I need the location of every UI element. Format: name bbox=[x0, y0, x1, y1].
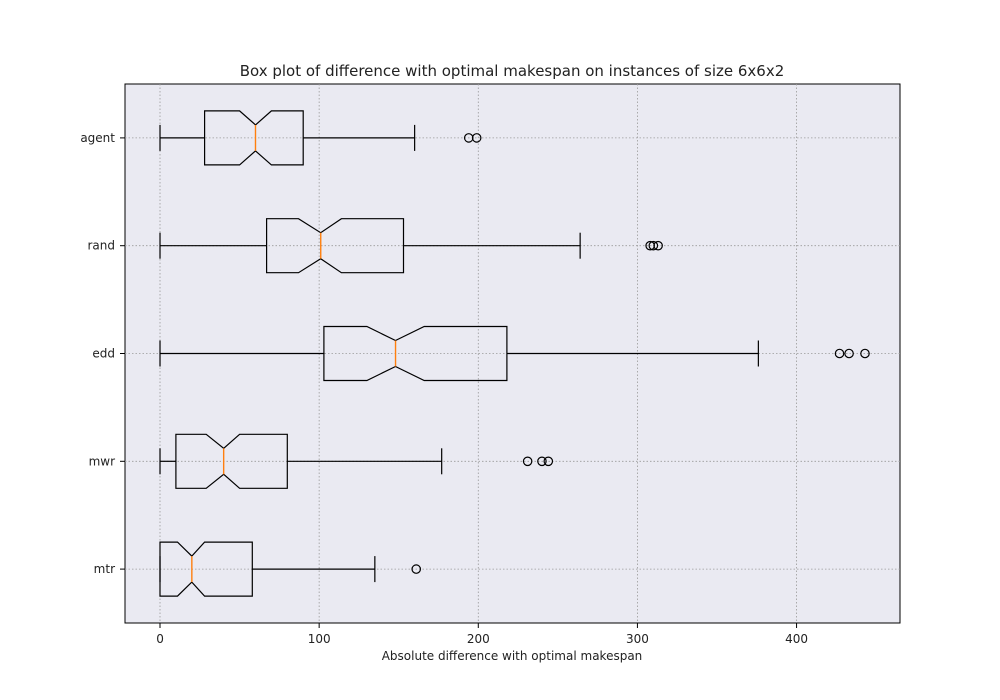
x-tick-label: 200 bbox=[467, 632, 490, 646]
outlier-point bbox=[648, 240, 659, 251]
box-rand bbox=[159, 218, 663, 274]
box-mwr bbox=[159, 433, 554, 489]
outlier-point bbox=[543, 456, 554, 467]
notched-box bbox=[323, 325, 508, 382]
y-tick-label-mtr: mtr bbox=[94, 562, 115, 576]
x-axis-label: Absolute difference with optimal makespa… bbox=[382, 649, 643, 663]
x-tick-label: 300 bbox=[626, 632, 649, 646]
notched-box bbox=[204, 110, 304, 166]
notched-box bbox=[159, 541, 253, 597]
box-mtr bbox=[159, 541, 422, 597]
outlier-point bbox=[471, 133, 482, 143]
box-edd bbox=[159, 325, 870, 382]
y-tick-label-agent: agent bbox=[80, 131, 115, 145]
tick-layer: 0 100 200 300 400 agent rand edd mwr mtr bbox=[80, 131, 808, 646]
outlier-point bbox=[860, 348, 870, 359]
outlier-point bbox=[653, 240, 663, 251]
outlier-point bbox=[844, 348, 854, 359]
y-tick-label-mwr: mwr bbox=[89, 454, 116, 468]
x-tick-label: 400 bbox=[785, 632, 808, 646]
notched-box bbox=[266, 218, 405, 274]
x-tick-label: 100 bbox=[308, 632, 331, 646]
outlier-point bbox=[411, 564, 422, 574]
x-tick-label: 0 bbox=[156, 632, 164, 646]
outlier-point bbox=[522, 456, 533, 467]
box-agent bbox=[159, 110, 482, 166]
chart-title: Box plot of difference with optimal make… bbox=[240, 62, 785, 80]
box-layer bbox=[159, 110, 870, 597]
y-tick-label-rand: rand bbox=[87, 239, 115, 253]
outlier-point bbox=[537, 456, 547, 467]
y-tick-label-edd: edd bbox=[92, 347, 115, 361]
outlier-point bbox=[834, 348, 845, 359]
notched-box bbox=[175, 433, 288, 489]
